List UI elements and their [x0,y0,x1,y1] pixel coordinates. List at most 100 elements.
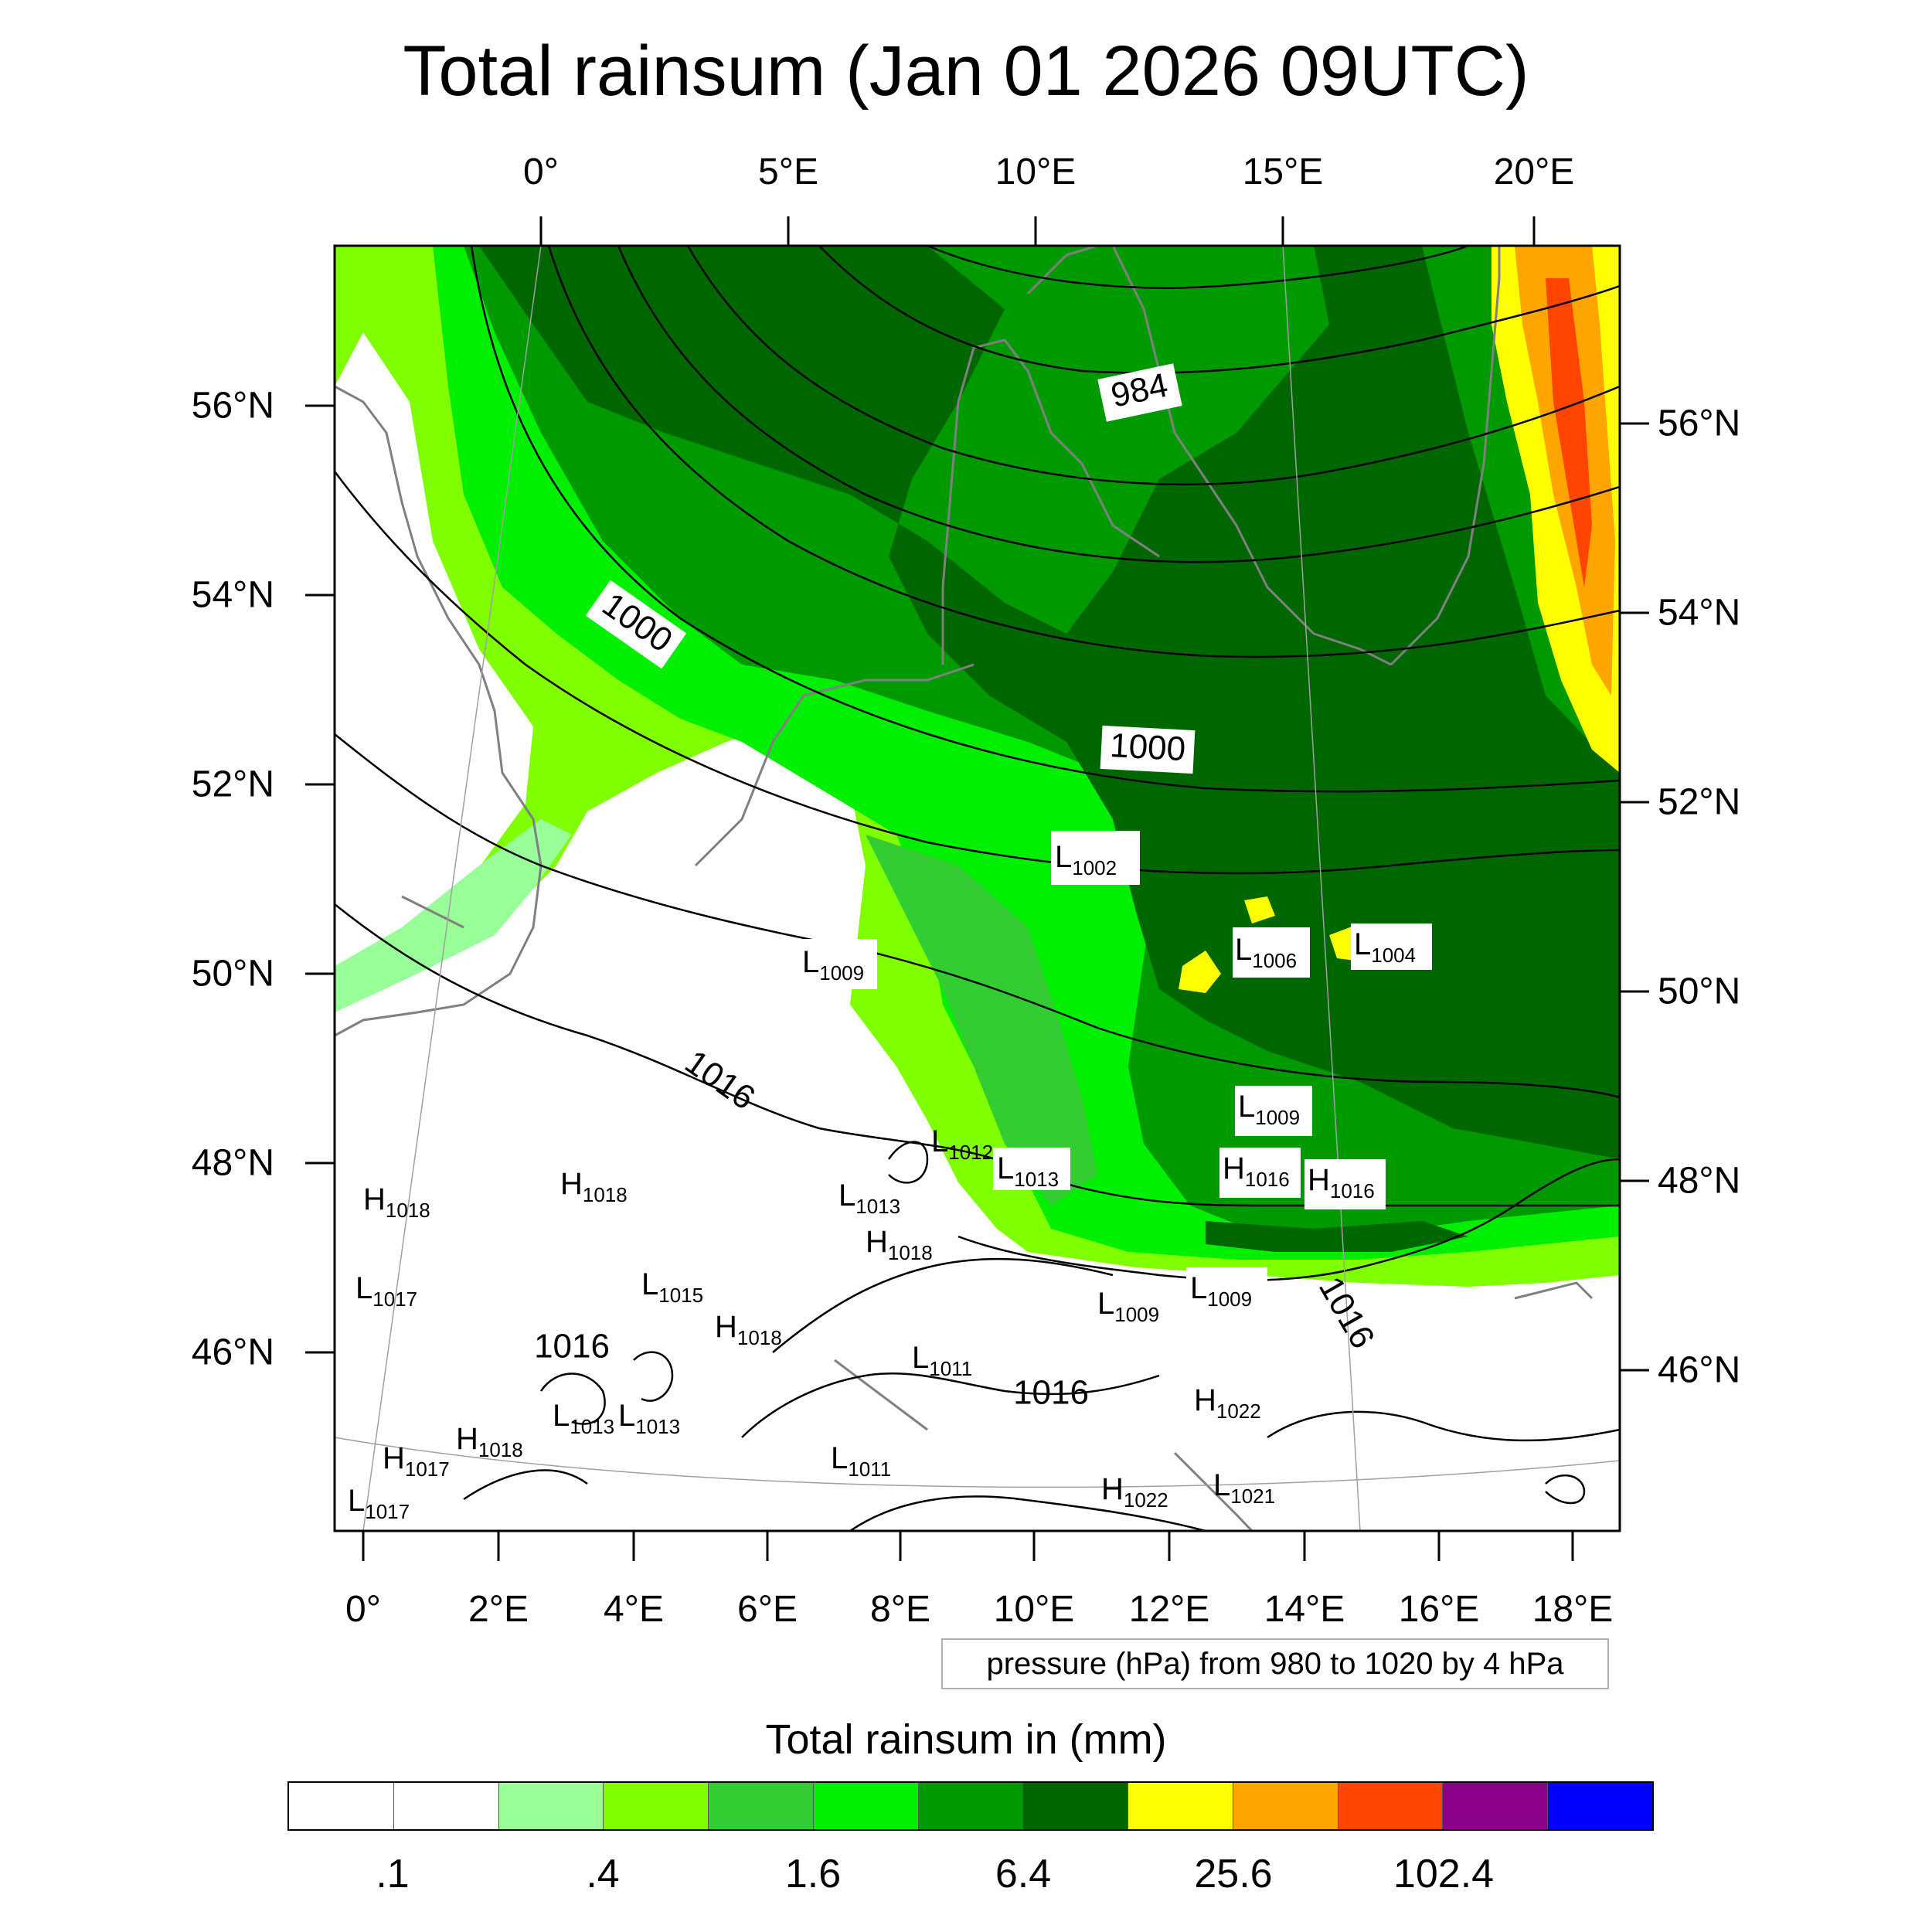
pressure-centers: L1002 L1009 L1006 L1004 L1009 H1016 H101… [348,831,1432,1523]
center-value: 1011 [929,1357,972,1380]
center-label-bg [1219,1148,1301,1198]
colorbar-swatch [1023,1783,1129,1829]
center-letter: L [997,1151,1014,1185]
center-value: 1015 [658,1284,703,1307]
rain-area-mid-green [866,835,1097,1206]
center-value: 1022 [1124,1488,1168,1512]
center-label-bg [1235,1086,1312,1136]
graticule [334,245,1621,1532]
colorbar-tick-label: 102.4 [1393,1852,1495,1896]
center-letter: H [1223,1151,1245,1185]
center-letter: L [912,1341,929,1375]
center-value: 1017 [405,1458,450,1481]
contour-label: 1016 [534,1328,610,1366]
center-letter: H [1194,1383,1216,1417]
center-value: 1018 [386,1199,430,1222]
center-letter: H [866,1225,888,1259]
center-letter: L [348,1484,365,1518]
center-value: 1013 [570,1415,614,1438]
pressure-center: L1017 [348,1484,410,1523]
right-lat-label: 52°N [1658,781,1741,823]
bottom-lon-label: 18°E [1532,1589,1614,1630]
center-letter: L [641,1267,658,1301]
colorbar-swatch [1233,1783,1338,1829]
colorbar-swatch [604,1783,709,1829]
pressure-center: H1022 [1101,1472,1168,1512]
right-lat-label: 48°N [1658,1160,1741,1202]
center-letter: L [931,1124,948,1158]
contour-label-group: 1000 [1100,725,1196,774]
center-value: 1013 [635,1415,680,1438]
center-letter: L [1097,1287,1114,1321]
center-label-bg [800,939,877,989]
pressure-center: L1006 [1235,933,1297,972]
pressure-center: L1009 [1190,1271,1252,1311]
center-letter: L [838,1179,855,1213]
pressure-center: H1018 [456,1422,523,1461]
rain-spot-yellow [1179,951,1221,993]
center-value: 1013 [855,1195,900,1218]
pressure-center: H1018 [560,1167,628,1206]
center-value: 1009 [1255,1106,1300,1129]
pressure-center: H1018 [715,1310,782,1349]
pressure-center: H1018 [866,1225,933,1264]
center-value: 1018 [583,1183,628,1206]
top-lon-label: 10°E [995,151,1077,192]
center-value: 1012 [948,1141,993,1164]
colorbar-tick-label: 6.4 [995,1852,1052,1896]
center-value: 1009 [1114,1303,1159,1326]
left-lat-label: 56°N [191,385,274,427]
center-label-bg [1351,923,1432,970]
rain-spot-yellow [1244,896,1275,923]
top-lon-label: 15°E [1242,151,1324,192]
top-lon-label: 20°E [1493,151,1575,192]
colorbar-swatch [393,1783,499,1829]
rain-area-lightest [335,819,572,1012]
center-label-bg [1304,1159,1386,1209]
rain-area-darkest-green-band [1206,1221,1468,1252]
center-letter: H [1101,1472,1124,1506]
left-lat-label: 46°N [191,1332,274,1373]
colorbar-swatch [1548,1783,1652,1829]
center-letter: L [1235,933,1252,967]
pressure-center: L1011 [831,1441,891,1481]
pressure-center: H1016 [1223,1151,1290,1191]
center-letter: L [1213,1468,1230,1502]
center-letter: L [802,945,819,979]
pressure-center: L1013 [838,1179,900,1218]
top-lon-label: 5°E [758,151,818,192]
pressure-center: L1013 [997,1151,1059,1191]
colorbar-tick-label: .4 [586,1852,620,1896]
center-letter: L [553,1399,570,1433]
center-letter: H [383,1441,405,1475]
pressure-center: L1012 [931,1124,993,1164]
center-letter: H [456,1422,478,1456]
colorbar-tick-label: 25.6 [1194,1852,1273,1896]
center-letter: H [715,1310,737,1344]
center-value: 1018 [737,1326,782,1349]
pressure-center: L1021 [1213,1468,1275,1508]
pressure-center: L1015 [641,1267,703,1307]
contour-info-box: pressure (hPa) from 980 to 1020 by 4 hPa [941,1638,1609,1689]
center-value: 1006 [1252,949,1297,972]
left-lat-label: 48°N [191,1142,274,1184]
pressure-center: H1016 [1308,1163,1375,1202]
map-frame [333,244,1621,1532]
contour-label-bg [585,580,687,669]
center-label-bg [1051,831,1140,885]
bottom-lon-label: 0° [345,1589,381,1630]
pressure-center: H1018 [363,1182,430,1222]
colorbar-swatch [498,1783,604,1829]
colorbar-tick-label: 1.6 [784,1852,842,1896]
right-lat-label: 54°N [1658,592,1741,634]
bottom-lon-label: 12°E [1128,1589,1210,1630]
left-lat-label: 54°N [191,574,274,616]
colorbar-swatch [1338,1783,1444,1829]
center-value: 1016 [1245,1168,1290,1191]
rain-field [335,246,1620,1531]
center-letter: L [831,1441,848,1475]
top-lon-label: 0° [523,151,559,192]
pressure-center: L1011 [912,1341,972,1380]
center-letter: H [560,1167,583,1201]
